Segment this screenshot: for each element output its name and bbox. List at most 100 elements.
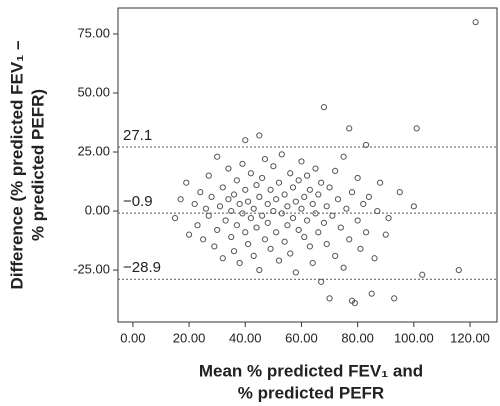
point bbox=[382, 231, 389, 238]
point bbox=[318, 278, 325, 285]
point bbox=[270, 163, 277, 170]
point bbox=[301, 233, 308, 241]
y-tick-label: 0.00 bbox=[85, 202, 110, 217]
point bbox=[301, 193, 308, 200]
point bbox=[278, 210, 285, 217]
point bbox=[284, 222, 291, 229]
point bbox=[346, 125, 353, 132]
point bbox=[233, 177, 240, 184]
point bbox=[371, 255, 378, 262]
point bbox=[354, 174, 361, 182]
point bbox=[270, 207, 277, 215]
x-tick-label: 100.00 bbox=[394, 330, 434, 345]
point bbox=[230, 191, 238, 198]
point bbox=[320, 104, 328, 111]
point bbox=[357, 245, 364, 252]
point bbox=[365, 193, 372, 200]
point bbox=[259, 174, 266, 182]
point bbox=[377, 179, 384, 186]
point bbox=[295, 177, 302, 184]
point bbox=[222, 217, 229, 224]
reference-label: −0.9 bbox=[123, 193, 153, 210]
point bbox=[219, 184, 226, 191]
point bbox=[354, 217, 361, 224]
point bbox=[289, 215, 297, 222]
point bbox=[275, 179, 283, 186]
point bbox=[360, 200, 367, 208]
point bbox=[267, 245, 274, 252]
point bbox=[191, 200, 198, 208]
point bbox=[472, 19, 479, 26]
point bbox=[264, 200, 271, 208]
point bbox=[244, 198, 252, 205]
point bbox=[228, 207, 235, 215]
x-tick-label: 20.00 bbox=[173, 330, 206, 345]
point bbox=[351, 300, 358, 307]
point bbox=[329, 212, 336, 219]
point bbox=[332, 252, 339, 259]
point bbox=[332, 167, 339, 175]
point bbox=[312, 165, 319, 172]
point bbox=[326, 184, 333, 191]
point bbox=[219, 255, 226, 262]
x-tick-label: 80.00 bbox=[341, 330, 374, 345]
point bbox=[315, 229, 322, 236]
point bbox=[298, 205, 305, 212]
point bbox=[303, 217, 311, 224]
point bbox=[200, 236, 207, 243]
point bbox=[320, 219, 328, 226]
point bbox=[273, 196, 280, 203]
point bbox=[346, 236, 353, 243]
point bbox=[362, 141, 370, 149]
x-axis-label: Mean % predicted FEV₁ and bbox=[199, 361, 423, 380]
y-tick-label: 25.00 bbox=[77, 143, 110, 158]
point bbox=[281, 191, 288, 198]
point bbox=[261, 236, 269, 243]
point bbox=[225, 165, 232, 172]
point bbox=[374, 207, 381, 215]
point bbox=[396, 189, 403, 196]
point bbox=[306, 243, 313, 250]
point bbox=[242, 186, 249, 193]
point bbox=[244, 240, 252, 248]
point bbox=[211, 243, 218, 250]
point bbox=[214, 226, 221, 234]
point bbox=[239, 210, 246, 217]
point bbox=[250, 205, 257, 212]
y-tick-label: 75.00 bbox=[77, 25, 110, 40]
point bbox=[242, 137, 249, 144]
y-axis-label: Difference (% predicted FEV₁ – bbox=[7, 41, 26, 290]
point bbox=[334, 196, 342, 203]
point bbox=[239, 160, 246, 167]
point bbox=[340, 264, 347, 271]
point bbox=[256, 132, 263, 139]
point bbox=[264, 219, 271, 226]
point bbox=[171, 215, 179, 222]
point bbox=[318, 179, 325, 186]
x-tick-label: 60.00 bbox=[285, 330, 318, 345]
point bbox=[183, 179, 190, 186]
point bbox=[312, 210, 319, 217]
reference-label: 27.1 bbox=[123, 127, 152, 144]
point bbox=[340, 153, 347, 160]
point bbox=[455, 266, 462, 274]
point bbox=[253, 224, 260, 231]
point bbox=[323, 240, 330, 248]
point bbox=[292, 269, 299, 276]
point bbox=[236, 259, 243, 267]
point bbox=[197, 189, 204, 196]
point bbox=[419, 271, 426, 278]
reference-label: −28.9 bbox=[123, 259, 161, 276]
point bbox=[267, 186, 274, 193]
point bbox=[298, 158, 305, 165]
point bbox=[295, 226, 302, 234]
point bbox=[256, 266, 263, 274]
point bbox=[413, 125, 420, 132]
point bbox=[275, 257, 283, 264]
point bbox=[177, 196, 184, 203]
plot-frame bbox=[117, 7, 498, 323]
point bbox=[236, 200, 243, 208]
point bbox=[289, 184, 297, 191]
y-tick-label: -25.00 bbox=[73, 261, 110, 276]
point bbox=[368, 290, 375, 297]
